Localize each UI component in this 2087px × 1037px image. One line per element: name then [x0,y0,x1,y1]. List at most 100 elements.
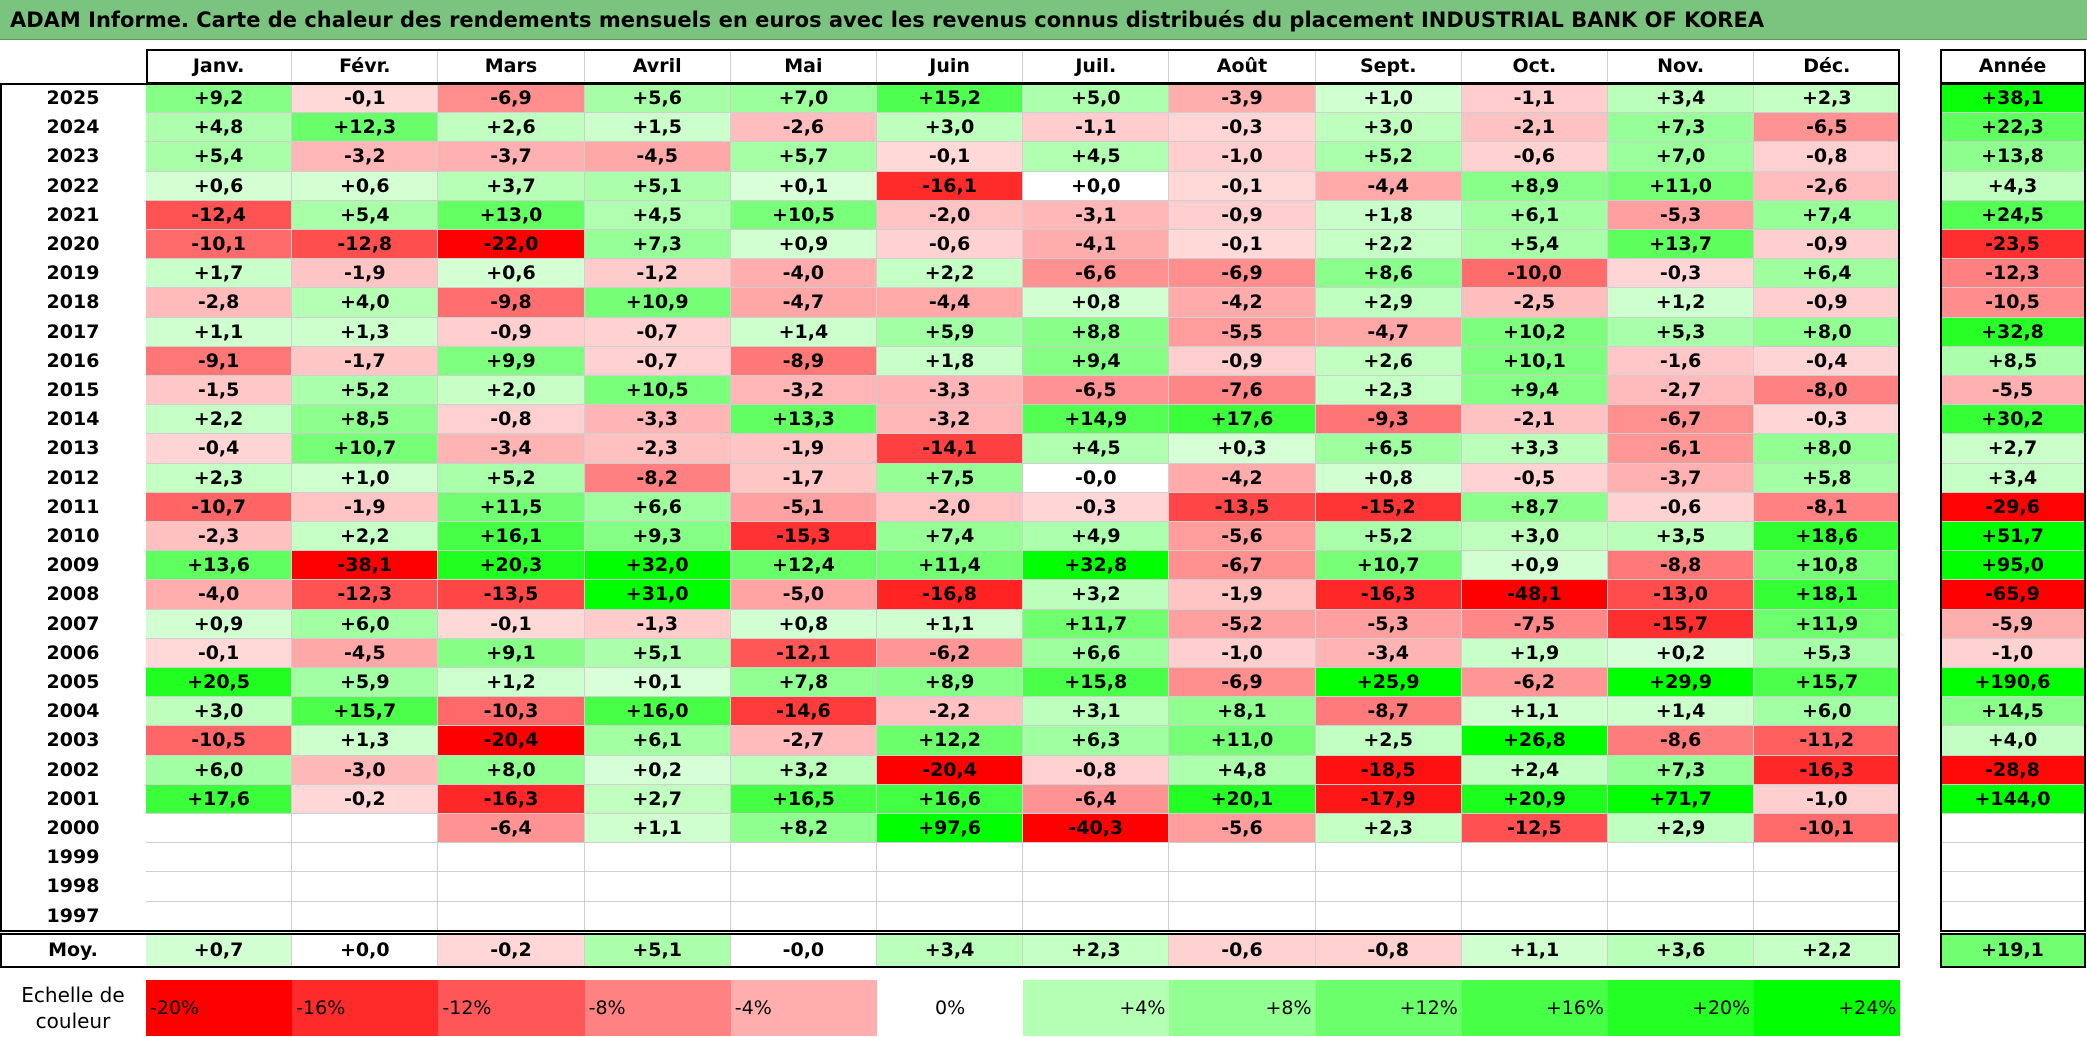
scale-swatch: +20% [1608,980,1755,1036]
heatmap-cell: +2,9 [1608,814,1755,844]
heatmap-cell [438,901,585,931]
heatmap-cell: +32,0 [584,551,731,581]
heatmap-cell: -4,2 [1169,288,1316,318]
heatmap-cell: -2,1 [1461,405,1608,435]
heatmap-cell: -6,2 [1461,668,1608,698]
heatmap-cell: +4,8 [146,113,293,143]
heatmap-cell: +16,5 [730,784,877,814]
heatmap-cell: -3,7 [438,142,585,172]
heatmap-cell: +2,2 [877,259,1024,289]
heatmap-cell: +6,0 [292,609,439,639]
heatmap-cell: +1,2 [1608,288,1755,318]
heatmap-cell: -4,4 [1315,171,1462,201]
scale-swatch: -20% [146,980,293,1036]
heatmap-cell: +5,2 [292,376,439,406]
heatmap-cell: +1,1 [584,814,731,844]
heatmap-cell: -0,9 [1754,230,1901,260]
heatmap-cell: -22,0 [438,230,585,260]
heatmap-cell: +8,1 [1169,697,1316,727]
heatmap-cell: +11,0 [1608,171,1755,201]
heatmap-cell: +2,2 [292,522,439,552]
heatmap-cell: -14,6 [730,697,877,727]
heatmap-cell: -40,3 [1023,814,1170,844]
heatmap-cell: +7,0 [1608,142,1755,172]
row-year-label: 2004 [0,697,146,727]
heatmap-cell: -4,0 [730,259,877,289]
heatmap-cell: +6,0 [1754,697,1901,727]
heatmap-cell: +5,1 [584,171,731,201]
annual-cell: -29,6 [1940,492,2086,522]
heatmap-cell: +2,6 [438,113,585,143]
heatmap-cell [438,872,585,902]
heatmap-cell: +1,0 [1315,84,1462,114]
heatmap-cell [730,843,877,873]
heatmap-cell [1169,843,1316,873]
heatmap-cell [146,901,293,931]
annual-cell: +24,5 [1940,200,2086,230]
heatmap-cell: +6,5 [1315,434,1462,464]
heatmap-cell: +1,7 [146,259,293,289]
heatmap-cell: +3,0 [1461,522,1608,552]
heatmap-cell [1754,872,1901,902]
heatmap-cell: +0,2 [1608,638,1755,668]
heatmap-cell: +9,1 [438,638,585,668]
heatmap-cell: +29,9 [1608,668,1755,698]
scale-swatch: -16% [292,980,439,1036]
heatmap-cell: -6,4 [1023,784,1170,814]
heatmap-cell: -6,7 [1169,551,1316,581]
heatmap-cell: -38,1 [292,551,439,581]
scale-swatch: +12% [1315,980,1462,1036]
heatmap-cell [1315,901,1462,931]
heatmap-cell: -1,7 [292,346,439,376]
heatmap-cell: -15,2 [1315,492,1462,522]
heatmap-cell [584,872,731,902]
heatmap-cell: -16,3 [438,784,585,814]
heatmap-cell: -0,3 [1169,113,1316,143]
heatmap-cell: -8,6 [1608,726,1755,756]
month-header: Avril [584,50,731,83]
heatmap-cell: +8,6 [1315,259,1462,289]
heatmap-cell: +8,8 [1023,317,1170,347]
heatmap-cell: +8,0 [438,755,585,785]
row-year-label: 1999 [0,843,146,873]
month-header: Déc. [1754,50,1901,83]
row-year-label: 2025 [0,84,146,114]
heatmap-cell [1754,901,1901,931]
heatmap-cell: -0,9 [438,317,585,347]
heatmap-cell [146,843,293,873]
heatmap-cell: -15,7 [1608,609,1755,639]
heatmap-cell: +16,1 [438,522,585,552]
heatmap-cell: +20,9 [1461,784,1608,814]
heatmap-cell: +0,1 [584,668,731,698]
heatmap-cell: +10,2 [1461,317,1608,347]
annual-cell [1940,872,2086,902]
heatmap-cell: +7,0 [730,84,877,114]
month-header: Oct. [1461,50,1608,83]
heatmap-cell: -13,0 [1608,580,1755,610]
heatmap-cell: +2,3 [1315,814,1462,844]
heatmap-cell: +31,0 [584,580,731,610]
heatmap-cell: +11,4 [877,551,1024,581]
heatmap-cell: -0,3 [1023,492,1170,522]
month-header: Mai [730,50,877,83]
heatmap-cell [438,843,585,873]
heatmap-cell: -0,4 [146,434,293,464]
heatmap-cell: +20,1 [1169,784,1316,814]
heatmap-cell: +5,4 [292,200,439,230]
row-year-label: 2007 [0,609,146,639]
heatmap-cell: -5,2 [1169,609,1316,639]
heatmap-cell: +2,3 [146,463,293,493]
heatmap-cell: +4,8 [1169,755,1316,785]
row-year-label: 2017 [0,317,146,347]
heatmap-cell: -3,7 [1608,463,1755,493]
heatmap-cell: -12,8 [292,230,439,260]
heatmap-cell: -3,1 [1023,200,1170,230]
heatmap-cell: -12,5 [1461,814,1608,844]
heatmap-cell: -0,0 [1023,463,1170,493]
annual-cell: +14,5 [1940,697,2086,727]
row-year-label: 2006 [0,638,146,668]
heatmap-cell: -1,9 [1169,580,1316,610]
heatmap-cell: +10,7 [1315,551,1462,581]
row-year-label: 2016 [0,346,146,376]
scale-swatch: -4% [730,980,877,1036]
